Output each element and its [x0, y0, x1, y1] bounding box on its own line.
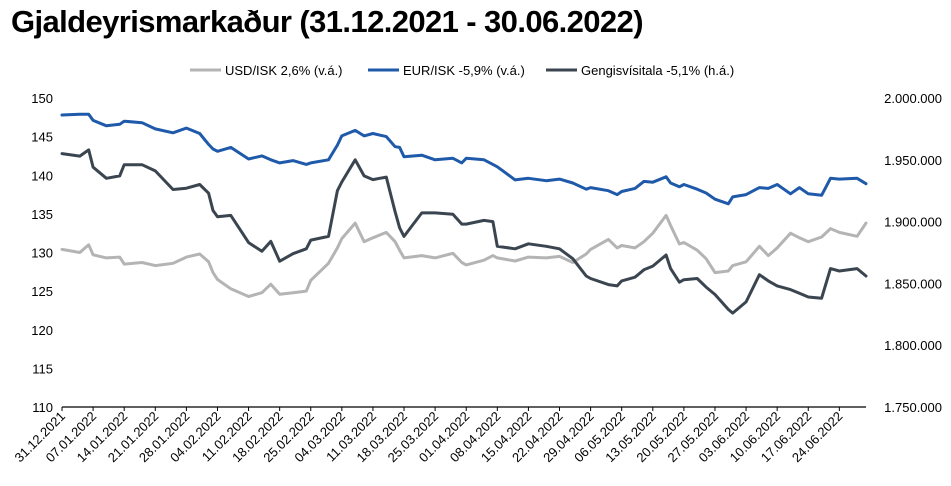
y-left-tick-label: 140	[31, 168, 53, 183]
y-left-tick-label: 120	[31, 323, 53, 338]
legend-label: Gengisvísitala -5,1% (h.á.)	[581, 63, 734, 78]
y-left-tick-label: 110	[32, 400, 53, 415]
y-right-tick-label: 1.850.000	[884, 276, 942, 291]
y-left-tick-label: 130	[31, 246, 53, 261]
legend-label: USD/ISK 2,6% (v.á.)	[225, 63, 343, 78]
series-line-1	[60, 213, 868, 298]
y-left-tick-label: 115	[32, 361, 53, 376]
y-right-tick-label: 1.900.000	[884, 215, 942, 230]
y-left-tick-label: 145	[31, 130, 53, 145]
chart-title: Gjaldeyrismarkaður (31.12.2021 - 30.06.2…	[11, 4, 644, 39]
y-right-tick-label: 1.800.000	[884, 338, 942, 353]
y-left-tick-label: 150	[31, 91, 53, 106]
series-line-2	[60, 112, 868, 206]
y-right-tick-label: 1.950.000	[884, 153, 942, 168]
y-right-tick-label: 2.000.000	[884, 91, 942, 106]
legend-label: EUR/ISK -5,9% (v.á.)	[403, 63, 525, 78]
y-right-tick-label: 1.750.000	[884, 400, 942, 415]
series-line-3	[60, 148, 868, 315]
y-left-tick-label: 135	[31, 207, 53, 222]
y-left-tick-label: 125	[31, 284, 53, 299]
